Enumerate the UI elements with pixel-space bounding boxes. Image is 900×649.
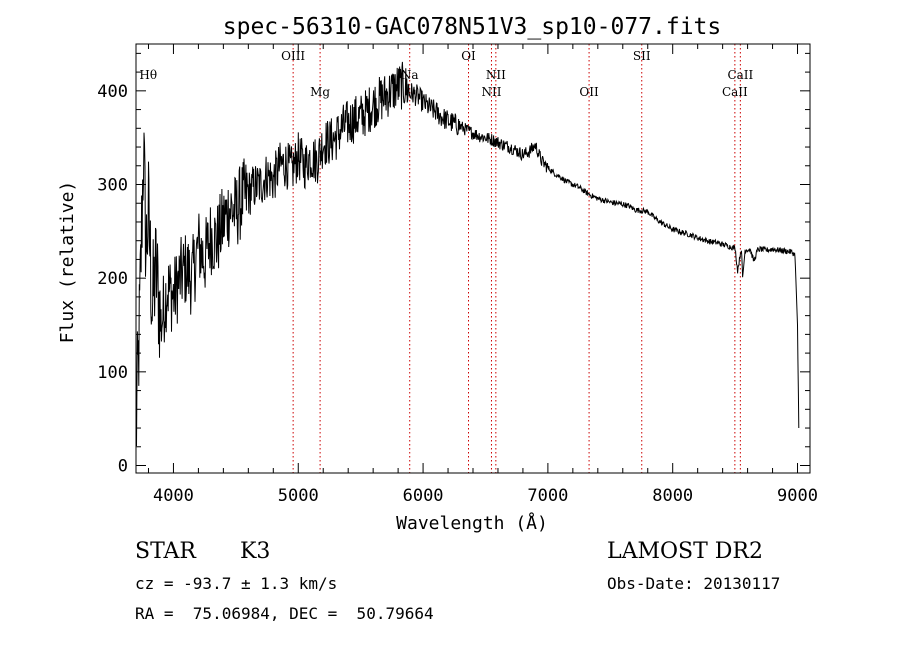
plot-frame — [135, 43, 811, 474]
spectrum-series-line — [135, 61, 800, 447]
y-tick-label-3: 300 — [97, 176, 128, 196]
x-tick-label-4: 8000 — [652, 486, 693, 506]
object-class: STAR — [135, 539, 196, 564]
y-tick-label-1: 100 — [97, 363, 128, 383]
y-tick-label-4: 400 — [97, 82, 128, 102]
line-label-6: NII — [486, 68, 506, 82]
line-label-7: OII — [579, 85, 599, 99]
observation-date: Obs-Date: 20130117 — [607, 574, 781, 593]
line-label-10: CaII — [727, 68, 753, 82]
x-axis-tick-labels: 4000 5000 6000 7000 8000 9000 — [153, 486, 818, 506]
line-label-1: OIII — [281, 49, 305, 63]
y-axis-label: Flux (relative) — [57, 181, 78, 344]
redshift-velocity: cz = -93.7 ± 1.3 km/s — [135, 574, 338, 593]
line-label-2: Mg — [310, 85, 330, 99]
chart-title: spec-56310-GAC078N51V3_sp10-077.fits — [223, 14, 722, 40]
y-tick-label-0: 0 — [118, 457, 128, 477]
y-axis-tick-labels: 0 100 200 300 400 — [97, 82, 128, 477]
line-label-0: Hθ — [139, 68, 157, 82]
x-tick-label-0: 4000 — [153, 486, 194, 506]
x-tick-label-3: 7000 — [527, 486, 568, 506]
axis-ticks — [136, 44, 810, 473]
line-label-9: CaII — [722, 85, 748, 99]
x-tick-label-5: 9000 — [777, 486, 818, 506]
x-tick-label-2: 6000 — [403, 486, 444, 506]
line-label-4: OI — [461, 49, 476, 63]
line-label-5: NII — [481, 85, 501, 99]
y-tick-label-2: 200 — [97, 269, 128, 289]
sky-coordinates: RA = 75.06984, DEC = 50.79664 — [135, 604, 434, 623]
spectral-subclass: K3 — [240, 539, 271, 564]
line-label-8: SII — [633, 49, 651, 63]
spectral-line-markers — [292, 44, 741, 473]
x-tick-label-1: 5000 — [278, 486, 319, 506]
x-axis-label: Wavelength (Å) — [396, 512, 548, 534]
survey-name: LAMOST DR2 — [607, 539, 763, 564]
